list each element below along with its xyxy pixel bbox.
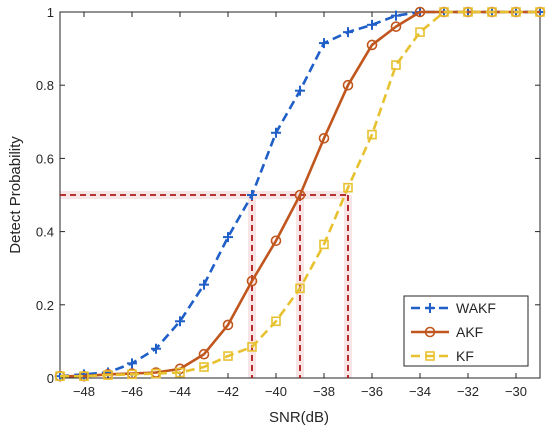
data-point-kf bbox=[319, 239, 329, 250]
legend-marker-wakf bbox=[425, 303, 435, 313]
series-kf bbox=[55, 7, 545, 381]
x-tick-label: −42 bbox=[217, 384, 239, 399]
y-tick-label: 1 bbox=[47, 5, 54, 20]
data-point-kf bbox=[103, 370, 113, 380]
data-point-kf bbox=[439, 7, 449, 17]
x-tick-label: −32 bbox=[457, 384, 479, 399]
x-tick-label: −46 bbox=[121, 384, 143, 399]
x-tick-label: −36 bbox=[361, 384, 383, 399]
legend-label-akf: AKF bbox=[456, 324, 483, 340]
y-tick-label: 0.8 bbox=[36, 78, 54, 93]
data-point-akf bbox=[222, 319, 234, 331]
data-point-akf bbox=[246, 275, 258, 287]
legend-label-wakf: WAKF bbox=[456, 300, 496, 316]
data-point-wakf bbox=[391, 10, 401, 21]
data-point-kf bbox=[367, 129, 377, 140]
data-point-kf bbox=[127, 369, 137, 380]
data-point-akf bbox=[198, 348, 210, 360]
data-point-kf bbox=[223, 351, 233, 361]
data-point-kf bbox=[199, 362, 209, 372]
y-axis-label: Detect Probability bbox=[7, 136, 24, 254]
data-point-kf bbox=[535, 7, 545, 17]
data-point-kf bbox=[247, 342, 257, 352]
data-point-akf bbox=[414, 6, 426, 18]
data-point-akf bbox=[390, 21, 402, 32]
data-point-kf bbox=[55, 371, 65, 381]
x-tick-label: −38 bbox=[313, 384, 335, 399]
data-point-wakf bbox=[199, 279, 209, 290]
legend-marker-kf bbox=[425, 351, 435, 361]
data-point-akf bbox=[294, 189, 306, 201]
data-point-akf bbox=[342, 79, 354, 91]
data-point-wakf bbox=[319, 38, 329, 49]
y-tick-label: 0 bbox=[47, 371, 54, 386]
data-point-kf bbox=[511, 7, 521, 17]
data-point-wakf bbox=[271, 127, 281, 138]
legend-marker-akf bbox=[424, 326, 436, 338]
y-tick-label: 0.4 bbox=[36, 225, 54, 240]
series-line-kf bbox=[60, 10, 540, 378]
data-point-kf bbox=[151, 368, 161, 379]
data-point-wakf bbox=[247, 190, 257, 200]
data-point-kf bbox=[463, 7, 473, 17]
data-point-kf bbox=[295, 283, 305, 294]
x-tick-label: −48 bbox=[73, 384, 95, 399]
y-tick-label: 0.6 bbox=[36, 151, 54, 166]
series-layer bbox=[54, 6, 546, 382]
x-axis-label: SNR(dB) bbox=[269, 409, 329, 426]
x-tick-label: −44 bbox=[169, 384, 191, 399]
x-tick-label: −40 bbox=[265, 384, 287, 399]
data-point-kf bbox=[271, 316, 281, 327]
x-tick-label: −34 bbox=[409, 384, 431, 399]
y-tick-label: 0.2 bbox=[36, 298, 54, 313]
data-point-kf bbox=[343, 182, 353, 193]
data-point-wakf bbox=[127, 358, 137, 369]
data-point-akf bbox=[366, 39, 378, 51]
x-tick-labels: −48 −46 −44 −42 −40 −38 −36 −34 −32 −30 bbox=[73, 384, 527, 399]
data-point-kf bbox=[391, 60, 401, 70]
data-point-akf bbox=[270, 235, 282, 247]
data-point-kf bbox=[175, 367, 185, 378]
data-point-wakf bbox=[343, 27, 353, 38]
legend: WAKF AKF KF bbox=[403, 295, 529, 367]
y-tick-labels: 0 0.2 0.4 0.6 0.8 1 bbox=[36, 5, 54, 386]
data-point-kf bbox=[79, 371, 89, 381]
x-tick-label: −30 bbox=[505, 384, 527, 399]
data-point-wakf bbox=[295, 85, 305, 96]
data-point-kf bbox=[487, 7, 497, 17]
data-point-wakf bbox=[151, 343, 161, 354]
data-point-wakf bbox=[367, 19, 377, 30]
data-point-akf bbox=[318, 132, 330, 144]
data-point-wakf bbox=[223, 232, 233, 243]
legend-label-kf: KF bbox=[456, 348, 474, 364]
data-point-kf bbox=[415, 27, 425, 37]
data-point-wakf bbox=[175, 316, 185, 327]
